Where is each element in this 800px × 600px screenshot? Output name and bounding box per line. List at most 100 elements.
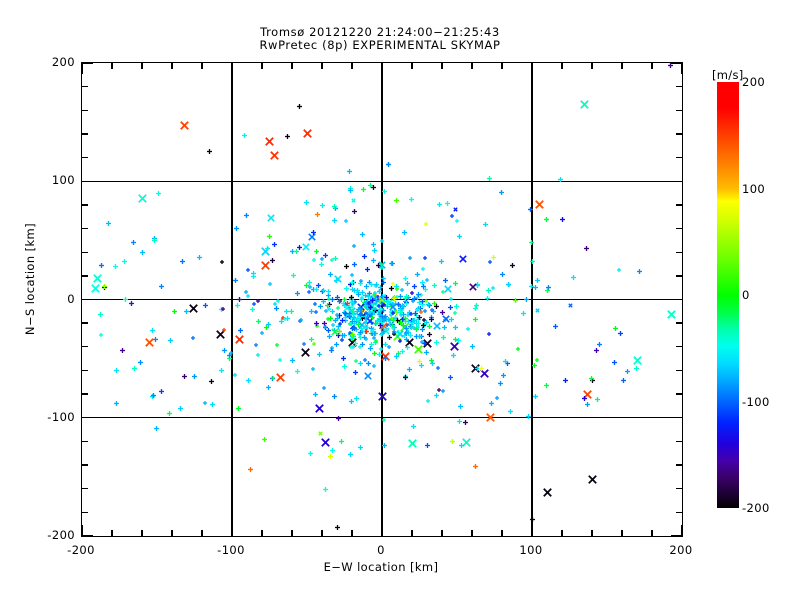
data-point-plus — [411, 318, 417, 324]
data-point-plus — [372, 364, 377, 369]
data-point-plus — [466, 327, 471, 331]
data-point-plus — [406, 367, 412, 373]
data-point-cross — [395, 330, 404, 338]
data-point-plus — [166, 411, 172, 417]
data-point-plus — [354, 318, 360, 324]
data-point-plus — [354, 395, 360, 401]
data-point-plus — [297, 104, 302, 110]
data-point-cross — [470, 363, 480, 373]
data-point-plus — [357, 445, 363, 451]
x-tick-minor — [651, 63, 653, 69]
data-point-plus — [330, 447, 336, 453]
data-point-plus — [633, 365, 639, 371]
data-point-plus — [441, 325, 447, 331]
data-point-plus — [386, 321, 392, 327]
data-point-plus — [398, 320, 404, 326]
y-tick-major — [671, 180, 682, 182]
y-tick-major — [82, 298, 93, 301]
data-point-plus — [370, 241, 376, 247]
data-point-plus — [333, 277, 339, 283]
data-point-cross — [302, 243, 310, 252]
data-point-plus — [462, 419, 468, 425]
data-point-plus — [422, 286, 428, 292]
data-point-plus — [420, 280, 426, 286]
x-tick-label: -200 — [67, 543, 95, 557]
data-point-plus — [366, 300, 371, 305]
data-point-plus — [395, 302, 401, 308]
data-point-plus — [348, 344, 353, 349]
data-point-plus — [251, 270, 257, 276]
data-point-plus — [314, 286, 320, 292]
data-point-plus — [504, 361, 510, 367]
x-tick-label: 200 — [669, 543, 693, 557]
data-point-plus — [425, 399, 430, 404]
data-point-cross — [358, 321, 367, 329]
data-point-plus — [289, 358, 295, 364]
data-point-plus — [330, 258, 335, 263]
data-point-plus — [335, 316, 341, 322]
data-point-plus — [426, 302, 432, 308]
data-point-cross — [302, 129, 312, 139]
data-point-cross — [347, 337, 357, 347]
data-point-plus — [138, 360, 144, 366]
data-point-plus — [334, 312, 339, 317]
x-tick-major — [381, 525, 383, 536]
data-point-plus — [487, 259, 492, 264]
data-point-cross — [479, 369, 489, 379]
data-point-plus — [348, 186, 354, 192]
data-point-plus — [309, 337, 315, 343]
data-point-plus — [369, 326, 375, 332]
data-point-plus — [331, 217, 337, 223]
data-point-plus — [375, 263, 381, 269]
data-point-plus — [362, 302, 368, 308]
data-point-plus — [362, 254, 368, 260]
data-point-plus — [426, 324, 432, 330]
x-tick-label: -100 — [217, 543, 245, 557]
data-point-plus — [356, 306, 362, 312]
data-point-plus — [452, 337, 458, 343]
data-point-plus — [416, 333, 422, 339]
data-point-cross — [632, 356, 642, 366]
data-point-plus — [344, 286, 350, 292]
data-point-plus — [433, 340, 439, 346]
data-point-plus — [347, 331, 353, 337]
x-tick-minor — [111, 530, 113, 536]
data-point-plus — [375, 318, 381, 324]
data-point-plus — [219, 367, 225, 373]
x-tick-minor — [141, 530, 143, 536]
data-point-plus — [293, 249, 299, 255]
data-point-plus — [389, 286, 395, 292]
data-point-plus — [298, 318, 303, 323]
data-point-plus — [236, 405, 242, 411]
data-point-plus — [346, 311, 352, 317]
data-point-plus — [221, 348, 227, 354]
data-point-plus — [370, 331, 376, 337]
data-point-plus — [559, 216, 565, 222]
data-point-plus — [113, 400, 119, 406]
data-point-cross — [413, 344, 423, 354]
data-point-plus — [348, 330, 353, 335]
y-tick-major — [671, 535, 682, 536]
x-tick-major — [231, 63, 233, 74]
data-point-plus — [245, 377, 251, 383]
data-point-plus — [404, 280, 410, 286]
data-point-plus — [351, 314, 357, 320]
data-point-plus — [395, 351, 401, 357]
data-point-cross — [260, 246, 270, 256]
data-point-plus — [358, 306, 364, 312]
data-point-plus — [355, 288, 361, 294]
data-point-plus — [372, 291, 377, 296]
x-tick-minor — [141, 63, 143, 69]
data-point-plus — [447, 304, 453, 310]
data-point-plus — [458, 443, 464, 449]
data-point-plus — [373, 307, 378, 312]
data-point-cross — [404, 337, 414, 347]
data-point-plus — [182, 373, 188, 379]
data-point-plus — [256, 353, 261, 358]
data-point-plus — [359, 308, 365, 314]
data-point-plus — [368, 305, 373, 311]
data-point-plus — [334, 525, 340, 531]
data-point-plus — [298, 318, 303, 323]
data-point-plus — [390, 261, 396, 267]
data-point-plus — [400, 311, 406, 317]
